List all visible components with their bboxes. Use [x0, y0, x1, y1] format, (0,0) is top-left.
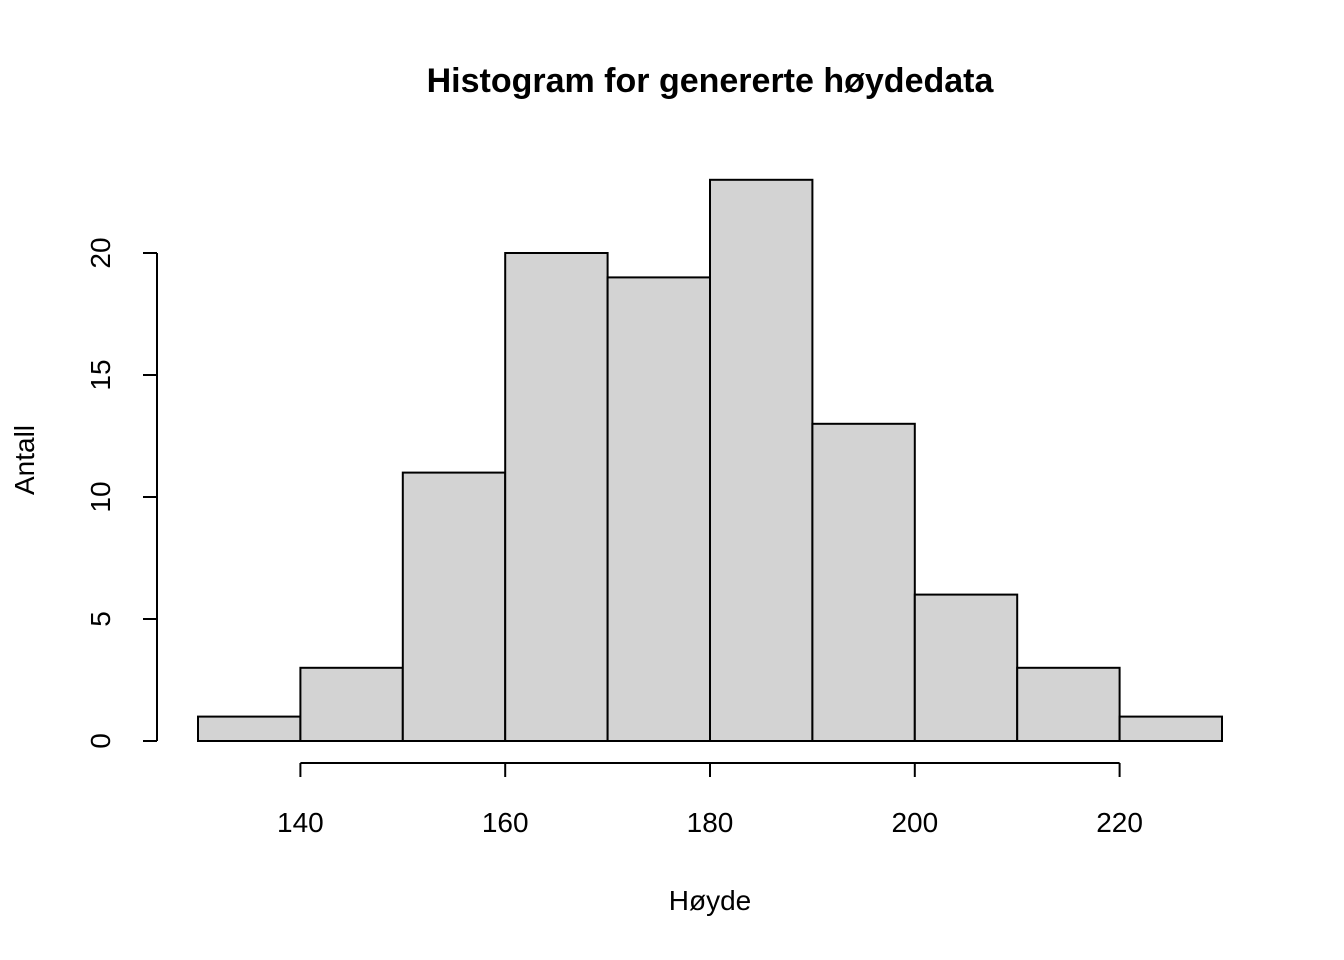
x-tick-label-220: 220 [1096, 807, 1143, 838]
x-axis-label: Høyde [669, 885, 751, 916]
histogram-bar-200-210 [913, 593, 1019, 742]
x-tick-label-160: 160 [482, 807, 529, 838]
histogram-bar-130-140 [197, 715, 302, 742]
histogram-bar-180-190 [709, 178, 814, 743]
histogram-bar-190-200 [811, 422, 916, 742]
histogram-bar-140-150 [299, 666, 404, 742]
y-tick-label-20: 20 [85, 237, 116, 268]
histogram-bar-170-180 [606, 276, 711, 742]
histogram-bar-210-220 [1016, 666, 1121, 742]
x-tick-label-180: 180 [687, 807, 734, 838]
histogram-bar-220-230 [1118, 715, 1223, 742]
bars-layer [197, 178, 1223, 743]
x-axis: 140 160 180 200 220 [277, 762, 1143, 838]
histogram-bar-150-160 [401, 471, 507, 742]
y-axis: 0 5 10 15 20 [85, 237, 158, 749]
y-tick-label-0: 0 [85, 733, 116, 749]
y-tick-label-15: 15 [85, 359, 116, 390]
y-tick-label-10: 10 [85, 481, 116, 512]
x-tick-label-140: 140 [277, 807, 324, 838]
chart-title: Histogram for genererte høydedata [427, 62, 995, 100]
histogram-bar-160-170 [504, 252, 609, 742]
y-axis-label: Antall [9, 425, 40, 495]
x-tick-label-200: 200 [891, 807, 938, 838]
y-tick-label-5: 5 [85, 611, 116, 627]
